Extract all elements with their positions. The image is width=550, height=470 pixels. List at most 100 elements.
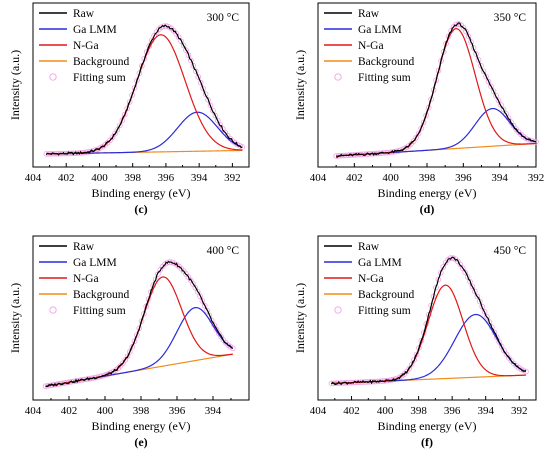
fitting-sum-point	[479, 303, 485, 310]
legend-label: N-Ga	[358, 273, 384, 285]
fitting-sum-point	[210, 107, 216, 114]
x-tick-label: 402	[343, 405, 360, 417]
x-tick-label: 396	[158, 172, 175, 184]
fitting-sum-point	[192, 68, 199, 75]
fitting-sum-point	[178, 38, 184, 44]
fitting-sum-point	[480, 68, 487, 75]
legend-label: Fitting sum	[358, 72, 411, 84]
fitting-sum-point	[103, 371, 110, 378]
panel-label: (e)	[134, 435, 147, 449]
legend-label: Fitting sum	[358, 305, 411, 317]
legend-item: Fitting sum	[49, 72, 126, 84]
legend-label: Fitting sum	[73, 305, 126, 317]
plot-frame	[32, 235, 250, 401]
fitting-sum-point	[217, 122, 224, 128]
fitting-sum-point	[134, 77, 140, 84]
x-tick-label: 400	[91, 172, 108, 184]
series-ga-lmm	[336, 107, 537, 157]
panel-label: (f)	[421, 435, 433, 449]
fitting-sum-point	[204, 307, 210, 314]
legend-label: Background	[358, 289, 414, 301]
fitting-sum-point	[459, 265, 466, 271]
plot-frame	[317, 2, 537, 168]
legend-item: Background	[324, 289, 414, 301]
y-axis-label: Intensity (a.u.)	[8, 283, 22, 353]
x-tick-label: 392	[224, 172, 241, 184]
fitting-sum-point	[503, 111, 509, 117]
fitting-sum-point	[475, 57, 482, 63]
legend-label: N-Ga	[73, 40, 99, 52]
fitting-sum-point	[462, 269, 468, 276]
x-tick-label: 398	[124, 172, 141, 184]
fitting-sum-point	[194, 289, 201, 295]
plot-frame	[32, 2, 250, 168]
legend-item: Ga LMM	[324, 257, 402, 269]
legend-label: Background	[73, 289, 129, 301]
series-ga-lmm	[45, 306, 234, 387]
series-raw	[45, 260, 234, 388]
legend-item: Raw	[39, 8, 95, 20]
x-tick-label: 396	[455, 172, 472, 184]
fitting-sum-point	[463, 28, 469, 35]
x-tick-label: 396	[444, 405, 461, 417]
legend-label: Raw	[358, 8, 380, 20]
fitting-sum-point	[413, 134, 419, 141]
legend-item: Ga LMM	[324, 24, 402, 36]
x-tick-label: 394	[191, 172, 208, 184]
fitting-sum-point	[469, 283, 476, 290]
series-raw	[336, 22, 537, 158]
fitting-sum-point	[197, 293, 203, 300]
fitting-sum-point	[114, 127, 121, 133]
fitting-sum-point	[484, 314, 490, 320]
fitting-sum-point	[121, 111, 128, 118]
legend-label: Ga LMM	[73, 24, 117, 36]
fitting-sum-point	[408, 361, 415, 368]
fitting-sum-point	[200, 85, 206, 92]
legend-label: Raw	[73, 8, 95, 20]
fitting-sum-point	[230, 345, 236, 352]
legend-marker	[49, 306, 57, 314]
fitting-sum-point	[134, 332, 140, 338]
fitting-sum-point	[467, 278, 473, 285]
fitting-sum-point	[460, 24, 467, 31]
fitting-sum-point	[474, 293, 481, 300]
fitting-sum-point	[131, 85, 138, 91]
fitting-sum-point	[127, 349, 133, 355]
fitting-sum-point	[155, 271, 161, 277]
fitting-sum-point	[425, 312, 432, 318]
legend-label: Background	[358, 56, 414, 68]
fitting-sum-point	[188, 57, 194, 64]
fitting-sum-point	[455, 21, 462, 27]
legend-label: N-Ga	[358, 40, 384, 52]
x-tick-label: 400	[382, 172, 399, 184]
legend-item: Background	[324, 56, 414, 68]
fitting-sum-point	[435, 276, 442, 283]
fitting-sum-point	[488, 83, 494, 90]
x-tick-label: 394	[491, 172, 508, 184]
legend-marker	[334, 73, 342, 81]
fitting-sum-point	[124, 105, 130, 112]
series-raw	[330, 256, 527, 386]
legend-label: Background	[73, 56, 129, 68]
x-axis-label: Binding energy (eV)	[91, 186, 190, 200]
legend-item: Fitting sum	[49, 305, 126, 317]
fitting-sum-point	[195, 74, 202, 80]
fitting-sum-point	[112, 131, 118, 137]
fitting-sum-point	[481, 308, 488, 315]
legend-item: N-Ga	[324, 40, 384, 52]
fitting-sum-point	[202, 91, 209, 97]
fitting-sum-point	[485, 78, 492, 85]
x-tick-label: 398	[410, 405, 427, 417]
fitting-sum-point	[207, 102, 214, 109]
legend-label: N-Ga	[73, 273, 99, 285]
x-tick-label: 402	[61, 405, 78, 417]
temperature-label: 300 °C	[207, 12, 240, 24]
x-tick-label: 392	[511, 405, 528, 417]
legend-item: Background	[39, 56, 129, 68]
fitting-sum-point	[415, 130, 422, 137]
series-ga-lmm	[46, 111, 243, 155]
fitting-sum-point	[440, 264, 447, 270]
fitting-sum-point	[498, 102, 504, 108]
fitting-sum-point	[129, 92, 135, 98]
legend-item: Raw	[324, 8, 380, 20]
